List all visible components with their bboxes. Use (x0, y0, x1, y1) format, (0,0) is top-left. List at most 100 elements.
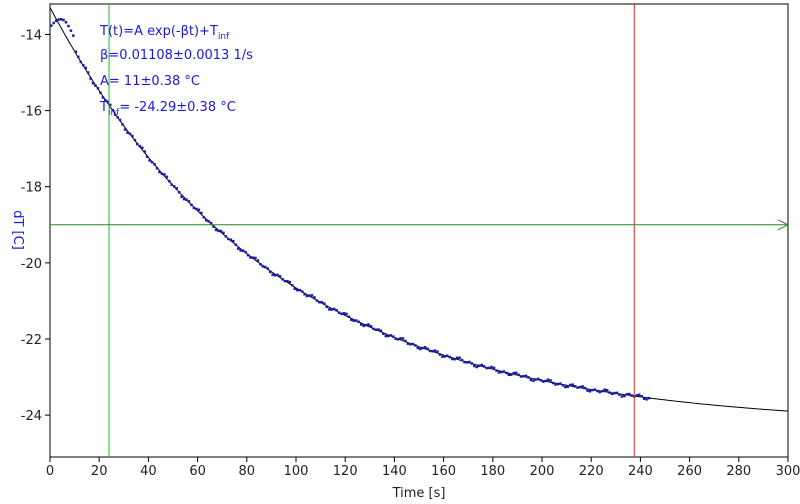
data-point (485, 366, 488, 370)
x-axis-title: Time [s] (392, 486, 446, 501)
data-point (492, 366, 496, 370)
data-point (295, 288, 299, 292)
data-point (145, 155, 149, 159)
data-point (59, 17, 63, 21)
data-point (495, 369, 498, 372)
data-point (229, 238, 233, 242)
data-point (446, 354, 449, 358)
data-point (522, 375, 525, 378)
fit-amplitude: A= 11±0.38 °C (100, 74, 200, 89)
data-point (340, 312, 343, 316)
data-point (293, 287, 297, 291)
data-point (418, 347, 422, 351)
y-tick-label: -16 (21, 105, 42, 120)
data-point (387, 334, 390, 338)
data-point (640, 395, 643, 398)
data-point (559, 382, 562, 385)
data-point (455, 356, 459, 360)
data-point (79, 60, 82, 64)
data-point (197, 208, 201, 212)
data-point (136, 142, 139, 146)
data-point (320, 301, 324, 304)
data-point (473, 364, 476, 368)
data-point (628, 392, 631, 396)
data-point (352, 319, 356, 322)
data-point (246, 253, 250, 257)
data-point (276, 273, 279, 277)
x-tick-label: 260 (677, 464, 702, 479)
data-point (212, 225, 215, 228)
data-point (637, 393, 641, 396)
x-tick-label: 120 (333, 464, 358, 479)
data-point (286, 279, 289, 283)
data-point (480, 363, 483, 367)
data-point (113, 113, 117, 117)
data-point (450, 357, 454, 361)
x-tick-label: 280 (726, 464, 751, 479)
data-point (544, 379, 547, 383)
data-point (448, 355, 451, 359)
data-point (330, 308, 333, 311)
x-tick-label: 180 (480, 464, 505, 479)
data-point (566, 385, 570, 388)
data-point (645, 398, 648, 401)
data-point (532, 379, 535, 382)
data-point (241, 249, 245, 252)
data-point (335, 308, 338, 312)
data-point (549, 379, 552, 382)
data-point (69, 29, 73, 32)
fit-curve (49, 7, 789, 412)
data-point (67, 24, 70, 28)
data-point (172, 185, 176, 188)
data-point (160, 172, 164, 176)
data-point (359, 323, 363, 326)
data-point (561, 383, 565, 387)
data-point (318, 300, 321, 304)
data-point (441, 355, 444, 358)
data-point (347, 315, 351, 318)
data-point (234, 243, 237, 246)
data-point (527, 376, 530, 379)
data-point (214, 228, 218, 232)
data-point (84, 66, 87, 70)
data-point (232, 239, 235, 243)
data-point (261, 265, 265, 268)
data-point (399, 337, 402, 340)
y-tick-label: -24 (21, 409, 42, 424)
data-point (123, 128, 127, 131)
data-point (195, 207, 198, 211)
x-tick-label: 160 (431, 464, 456, 479)
data-point (608, 391, 611, 394)
data-point (551, 381, 555, 385)
data-point (372, 327, 375, 331)
data-point (308, 294, 311, 297)
data-point (591, 388, 594, 392)
data-point (465, 361, 469, 364)
data-point (571, 383, 574, 386)
x-tick-label: 140 (382, 464, 407, 479)
x-tick-label: 40 (140, 464, 157, 479)
data-point (618, 393, 621, 396)
data-point (209, 221, 213, 225)
data-point (158, 170, 161, 174)
data-point (288, 280, 292, 284)
data-point (384, 334, 388, 338)
data-point (620, 395, 624, 398)
data-point (596, 389, 599, 393)
data-point (74, 50, 78, 54)
data-point (283, 279, 287, 283)
data-point (126, 131, 129, 134)
data-point (581, 385, 584, 388)
data-point (362, 324, 365, 328)
data-point (382, 332, 385, 336)
data-point (487, 366, 491, 370)
data-point (610, 392, 614, 396)
data-point (72, 34, 75, 37)
data-point (630, 394, 634, 397)
data-point (428, 349, 432, 353)
data-point (219, 229, 223, 233)
data-point (458, 356, 461, 360)
data-point (586, 389, 589, 392)
data-point (364, 323, 368, 327)
data-point (635, 394, 638, 397)
